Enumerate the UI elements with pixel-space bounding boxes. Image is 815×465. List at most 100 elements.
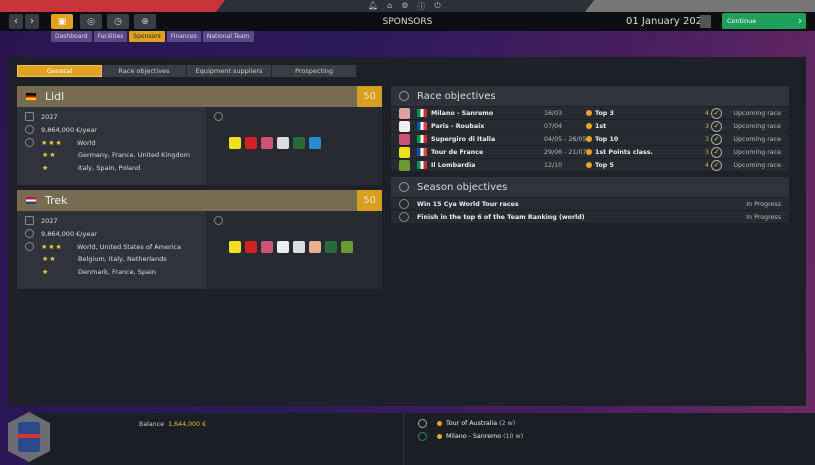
sponsor-card[interactable]: Trek 50 2027 9,864,000 €/year ★★★ World, U… [17,190,382,289]
globe-icon[interactable]: ⊕ [134,14,156,29]
bell-icon[interactable]: 🔔︎ [368,1,379,10]
race-logo [277,241,289,253]
objectives-icon [214,112,223,121]
nav-bar: ‹ › ▣ ◎ ◷ ⊕ SPONSORS 01 January 2024 Con… [0,12,815,31]
race-objective-row[interactable]: Paris - Roubaix 07/04 1st 3 ✓ Upcoming r… [391,119,789,132]
stars: ★★ [42,255,57,263]
flag-icon [417,109,427,117]
forward-button[interactable]: › [25,14,39,29]
race-logo [293,241,305,253]
race-weeks: (10 w) [503,433,524,440]
race-logo [245,137,257,149]
race-logo [293,137,305,149]
sponsor-amount: 9,864,000 €/year [41,125,97,134]
season-objectives-title: Season objectives [417,181,508,193]
check-icon: ✓ [711,146,722,158]
calendar-icon[interactable] [700,15,711,28]
subtab-national-team[interactable]: National Team [202,31,254,42]
goal-dot [586,136,592,142]
objective-icon [399,199,409,209]
goal-dot [586,123,592,129]
race-dot [437,421,442,426]
objective-status: In Progress [746,200,781,208]
bottom-bar: Balance 1,644,000 € Tour of Australia (2 w… [30,413,815,465]
flag-icon [417,148,427,156]
subtab-sponsors[interactable]: Sponsors [129,31,165,42]
goal-dot [586,149,592,155]
subtab-facilities[interactable]: Facilities [93,31,128,42]
back-button[interactable]: ‹ [9,14,23,29]
tab-general[interactable]: General [17,65,102,77]
power-icon[interactable]: ⏻ [434,1,441,10]
gear-icon[interactable]: ⚙ [401,1,409,10]
check-icon: ✓ [711,159,722,171]
contract-end: 2027 [41,216,58,225]
objective-points: 3 [705,148,710,156]
continue-button[interactable]: Continue › [722,13,806,29]
tier1-regions: Italy, Spain, Poland [78,164,141,172]
objective-status: In Progress [746,213,781,221]
race-objective-row[interactable]: Tour de France 29/06 - 21/07 1st Points … [391,145,789,158]
race-name: Supergiro di Italia [431,135,496,143]
race-logo [399,107,410,119]
subtab-finances[interactable]: Finances [166,31,201,42]
check-icon: ✓ [711,107,722,119]
sponsor-amount: 9,864,000 €/year [41,229,97,238]
sponsor-score: 50 [357,190,382,211]
tab-race-objectives[interactable]: Race objectives [102,65,187,77]
tab-prospecting[interactable]: Prospecting [272,65,357,77]
race-name: Paris - Roubaix [431,122,485,130]
race-objective-row[interactable]: Milano - Sanremo 16/03 Top 3 4 ✓ Upcomin… [391,106,789,119]
race-date: 12/10 [544,161,563,169]
info-icon[interactable]: ⓘ [417,2,426,11]
divider [403,413,404,465]
tab-equipment-suppliers[interactable]: Equipment suppliers [187,65,272,77]
race-goal: 1st [595,122,607,130]
stopwatch-icon[interactable]: ◷ [107,14,129,29]
race-logo [277,137,289,149]
season-objective-row[interactable]: Finish in the top 6 of the Team Ranking … [391,210,789,223]
objective-text: Finish in the top 6 of the Team Ranking … [417,213,585,221]
race-name: Tour of Australia [446,420,498,427]
race-logo [261,137,273,149]
goal-dot [586,110,592,116]
flag-icon [26,93,36,100]
home-icon[interactable]: ⌂ [387,1,393,10]
race-logo [399,120,410,132]
current-date: 01 January 2024 [626,16,709,27]
briefcase-icon[interactable]: ▣ [51,14,73,29]
objective-text: Win 15 Cya World Tour races [417,200,519,208]
globe-icon [25,138,34,147]
stars: ★★★ [41,138,63,147]
calendar-icon [25,112,34,121]
season-icon [399,182,409,192]
calendar-icon [25,216,34,225]
race-name: Tour de France [431,148,484,156]
race-objectives-title: Race objectives [417,90,496,102]
flag-icon [417,122,427,130]
objectives-icon [214,216,223,225]
race-logo [399,133,410,145]
balance: Balance 1,644,000 € [139,421,206,428]
race-objective-row[interactable]: Supergiro di Italia 04/05 - 26/05 Top 10… [391,132,789,145]
race-objective-row[interactable]: Il Lombardia 12/10 Top 5 4 ✓ Upcoming ra… [391,158,789,171]
objective-points: 4 [705,161,710,169]
race-logo [229,137,241,149]
season-objective-row[interactable]: Win 15 Cya World Tour races In Progress [391,197,789,210]
team-icon[interactable]: ◎ [80,14,102,29]
upcoming-race[interactable]: Milano - Sanremo (10 w) [418,432,523,441]
top-strip: 🔔︎ ⌂ ⚙ ⓘ ⏻ [0,0,815,12]
race-goal: Top 10 [595,135,619,143]
stars: ★★★ [41,242,63,251]
tier1-regions: Denmark, France, Spain [78,268,156,276]
tier3-regions: World [77,138,96,147]
team-jersey-avatar[interactable] [8,412,50,462]
objective-icon [399,212,409,222]
globe-icon [25,242,34,251]
trophy-icon [418,419,427,428]
sponsor-card[interactable]: Lidl 50 2027 9,864,000 €/year ★★★ World ★★… [17,86,382,185]
upcoming-race[interactable]: Tour of Australia (2 w) [418,419,515,428]
sponsor-name: Lidl [45,90,65,103]
subtab-dashboard[interactable]: Dashboard [51,31,92,42]
check-icon: ✓ [711,133,722,145]
